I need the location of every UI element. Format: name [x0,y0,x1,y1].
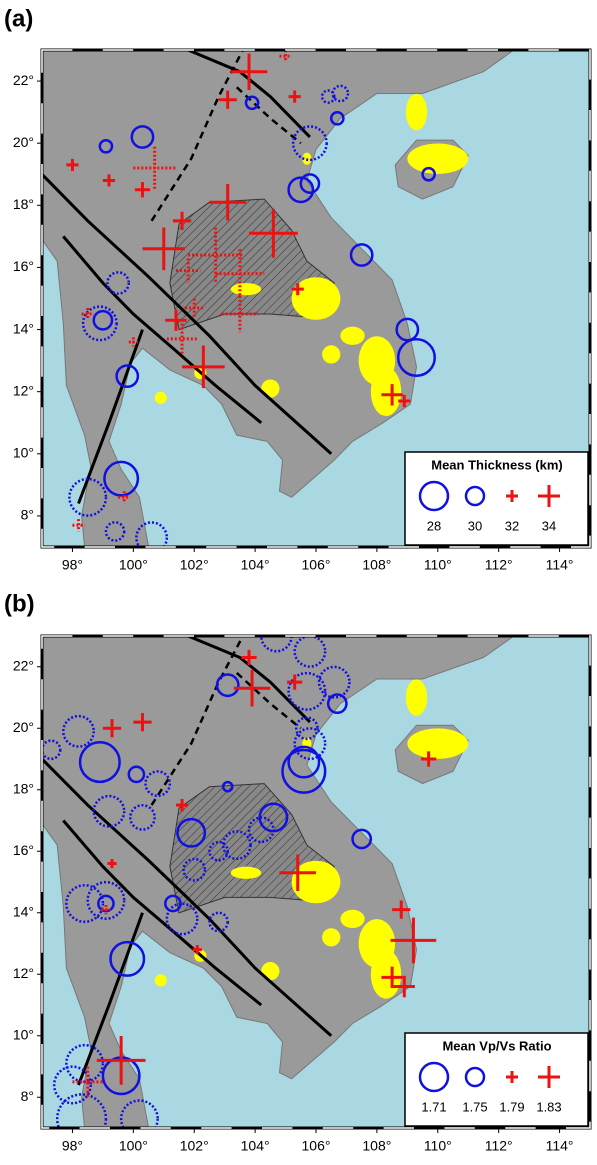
y-tick-label: 16° [13,258,34,274]
y-tick-label: 22° [13,72,34,88]
x-tick-label: 104° [241,1138,270,1154]
legend-label: 30 [468,518,482,533]
y-tick-label: 10° [13,445,34,461]
map-panel: 98° 100° 102° 104° 106° 108° 110° 112° 114° 8° 10°… [4,5,590,572]
legend-label: 1.83 [536,1099,561,1114]
x-tick-label: 100° [119,1138,148,1154]
basalt [322,928,340,946]
x-tick-label: 108° [362,1138,391,1154]
x-tick-label: 110° [424,1138,452,1154]
legend-label: 34 [542,518,556,533]
basalt [340,327,364,345]
legend-title: Mean Thickness (km) [431,457,563,472]
basalt [231,867,261,879]
panel-label: (a) [4,5,33,32]
x-tick-label: 98° [62,1138,83,1154]
basalt [407,143,468,173]
y-tick-label: 20° [13,719,34,735]
y-tick-label: 16° [13,842,34,858]
legend-title: Mean Vp/Vs Ratio [442,1038,551,1053]
figure: 98° 100° 102° 104° 106° 108° 110° 112° 114° 8° 10°… [0,0,597,1165]
x-tick-label: 102° [180,1138,209,1154]
x-tick-label: 112° [485,557,513,573]
x-tick-label: 102° [180,557,209,573]
basalt [371,367,401,416]
legend-label: 28 [427,518,441,533]
basalt [155,392,167,404]
x-tick-label: 104° [241,557,270,573]
x-tick-label: 114° [546,557,574,573]
y-tick-label: 14° [13,903,34,919]
y-tick-label: 22° [13,657,34,673]
x-tick-label: 110° [424,557,452,573]
y-tick-label: 8° [21,1088,34,1104]
y-tick-label: 12° [13,382,34,398]
y-tick-label: 20° [13,134,34,150]
legend-label: 1.71 [421,1099,446,1114]
panel-label: (b) [4,590,35,617]
legend-label: 1.75 [462,1099,487,1114]
x-tick-label: 114° [546,1138,574,1154]
legend-label: 32 [505,518,519,533]
basalt [406,94,427,131]
y-tick-label: 14° [13,320,34,336]
y-tick-label: 18° [13,780,34,796]
x-tick-label: 112° [485,1138,513,1154]
x-tick-label: 98° [62,557,83,573]
x-tick-label: 108° [362,557,391,573]
y-tick-label: 12° [13,965,34,981]
y-tick-label: 10° [13,1026,34,1042]
basalt [407,728,468,758]
y-tick-label: 8° [21,507,34,523]
basalt [406,679,427,716]
basalt [231,283,261,295]
basalt [155,974,167,986]
legend-label: 1.79 [499,1099,524,1114]
x-tick-label: 100° [119,557,148,573]
basalt [340,910,364,928]
basalt [322,345,340,363]
map-panel: 98° 100° 102° 104° 106° 108° 110° 112° 114° 8° 10°… [4,590,590,1153]
x-tick-label: 106° [302,1138,331,1154]
basalt [371,950,401,999]
x-tick-label: 106° [302,557,331,573]
y-tick-label: 18° [13,196,34,212]
